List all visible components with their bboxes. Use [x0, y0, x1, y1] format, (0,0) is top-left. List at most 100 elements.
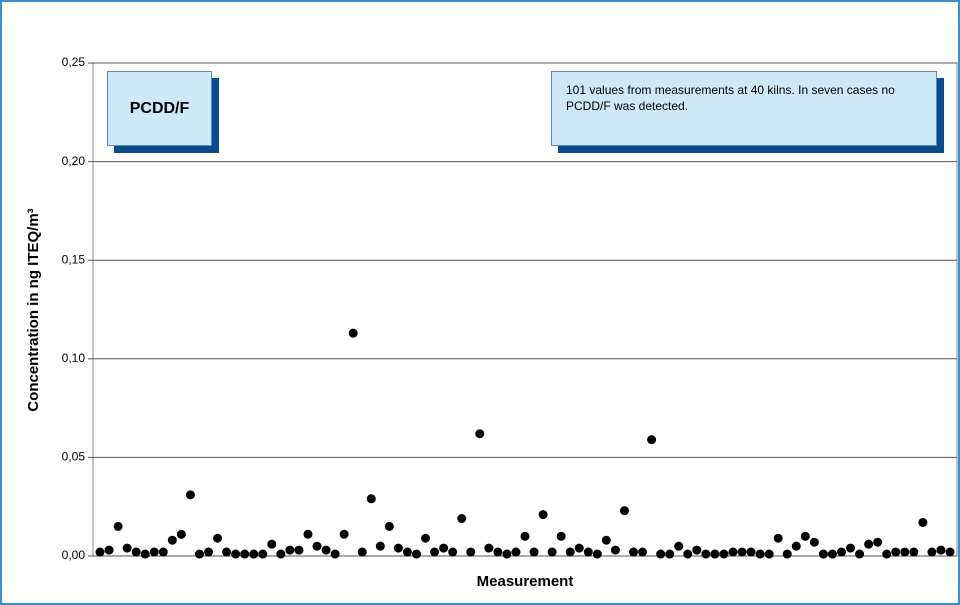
point	[448, 547, 458, 557]
point	[430, 547, 440, 557]
point	[167, 535, 177, 545]
label-box: PCDD/F	[107, 71, 212, 146]
point	[592, 549, 602, 559]
point	[131, 547, 141, 557]
point	[728, 547, 738, 557]
point	[502, 549, 512, 559]
point	[737, 547, 747, 557]
point	[330, 549, 340, 559]
point	[222, 547, 232, 557]
point	[411, 549, 421, 559]
point	[764, 549, 774, 559]
point	[321, 545, 331, 555]
point	[140, 549, 150, 559]
point	[240, 549, 250, 559]
point	[809, 537, 819, 547]
point	[421, 533, 431, 543]
point	[647, 435, 657, 445]
point	[95, 547, 105, 557]
point	[149, 547, 159, 557]
point	[873, 537, 883, 547]
point	[619, 506, 629, 516]
point	[538, 510, 548, 520]
point	[484, 543, 494, 553]
point	[204, 547, 214, 557]
point	[547, 547, 557, 557]
point	[366, 494, 376, 504]
point	[918, 517, 928, 527]
point	[375, 541, 385, 551]
point	[122, 543, 132, 553]
point	[529, 547, 539, 557]
y-tick-label: 0,25	[62, 55, 86, 69]
point	[348, 328, 358, 338]
point	[746, 547, 756, 557]
point	[827, 549, 837, 559]
point	[185, 490, 195, 500]
point	[701, 549, 711, 559]
point	[249, 549, 259, 559]
y-tick-label: 0,10	[62, 351, 86, 365]
point	[665, 549, 675, 559]
point	[439, 543, 449, 553]
point	[782, 549, 792, 559]
point	[556, 531, 566, 541]
point	[357, 547, 367, 557]
point	[656, 549, 666, 559]
point	[936, 545, 946, 555]
point	[692, 545, 702, 555]
point	[312, 541, 322, 551]
point	[384, 521, 394, 531]
point	[565, 547, 575, 557]
y-axis-label: Concentration in ng ITEQ/m³	[25, 208, 42, 411]
point	[104, 545, 114, 555]
point	[945, 547, 955, 557]
point	[629, 547, 639, 557]
point	[393, 543, 403, 553]
point	[258, 549, 268, 559]
point	[267, 539, 277, 549]
point	[176, 529, 186, 539]
point	[303, 529, 313, 539]
point	[158, 547, 168, 557]
point	[520, 531, 530, 541]
point	[113, 521, 123, 531]
point	[674, 541, 684, 551]
point	[276, 549, 286, 559]
point	[900, 547, 910, 557]
point	[882, 549, 892, 559]
point	[402, 547, 412, 557]
point	[466, 547, 476, 557]
point	[791, 541, 801, 551]
point	[683, 549, 693, 559]
point	[818, 549, 828, 559]
point	[800, 531, 810, 541]
point	[601, 535, 611, 545]
point	[891, 547, 901, 557]
point	[194, 549, 204, 559]
point	[493, 547, 503, 557]
point	[511, 547, 521, 557]
point	[855, 549, 865, 559]
y-tick-label: 0,05	[62, 450, 86, 464]
point	[231, 549, 241, 559]
annotation: 101 values from measurements at 40 kilns…	[551, 71, 937, 146]
point	[457, 514, 467, 524]
point	[864, 539, 874, 549]
point	[285, 545, 295, 555]
point	[773, 533, 783, 543]
point	[213, 533, 223, 543]
point	[574, 543, 584, 553]
point	[294, 545, 304, 555]
point	[475, 429, 485, 439]
y-tick-label: 0,15	[62, 252, 86, 266]
point	[927, 547, 937, 557]
point	[638, 547, 648, 557]
point	[755, 549, 765, 559]
point	[719, 549, 729, 559]
point	[583, 547, 593, 557]
y-tick-label: 0,00	[62, 548, 86, 562]
point	[610, 545, 620, 555]
point	[836, 547, 846, 557]
